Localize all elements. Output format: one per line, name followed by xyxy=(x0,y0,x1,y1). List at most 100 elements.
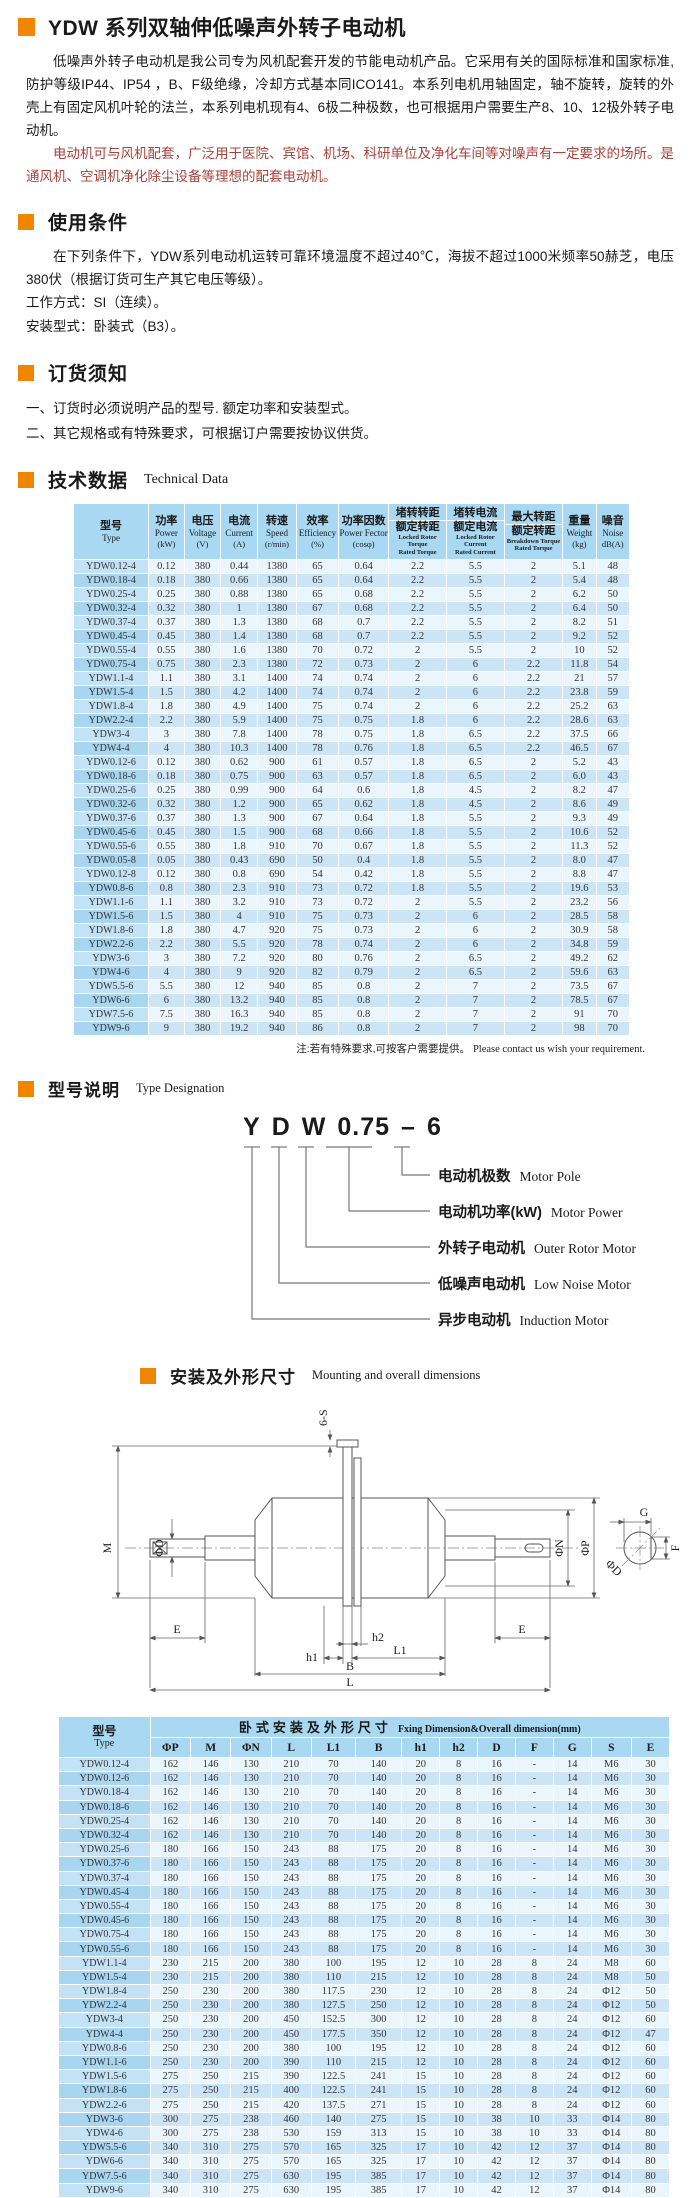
tech-cell: 9 xyxy=(220,965,258,980)
tech-cell: 2 xyxy=(388,965,447,980)
dim-cell: 8 xyxy=(439,1827,479,1844)
dim-table-row: YDW1.8-6 275 250 215 400 122.5 241 15 10 28 8 24 Φ12… xyxy=(58,2083,670,2099)
dim-cell: 80 xyxy=(631,2111,670,2127)
header-en2: Rated Current xyxy=(454,548,496,556)
tech-cell: 900 xyxy=(257,825,297,840)
dim-table-row: YDW0.55-4 180 166 150 243 88 175 20 8 16-14 M6 30 xyxy=(58,1898,670,1915)
tech-table-row: YDW4-4 4 380 10.3 1400 78 0.76 1.8 6.5 2.2 46.5 67 xyxy=(72,741,631,756)
dim-cell: 37 xyxy=(552,2168,592,2184)
tech-cell: 4.5 xyxy=(446,783,505,798)
dim-cell: 88 xyxy=(310,1941,356,1957)
tech-cell: 0.67 xyxy=(338,839,390,854)
dim-cell: 24 xyxy=(552,2097,592,2113)
tech-cell: 2.2 xyxy=(503,685,564,700)
tech-table-row: YDW1.5-6 1.5 380 4 910 75 0.73 2 6 2 28.5 58 xyxy=(72,909,631,924)
tech-cell: 5.5 xyxy=(446,825,505,840)
tech-cell: 910 xyxy=(257,881,297,896)
dim-table-row: YDW1.5-4 230 215 200 380 110 215 12 10 28 8 24 M8 50 xyxy=(58,1969,670,1986)
dim-cell: 570 xyxy=(270,2154,312,2170)
dim-cell: 238 xyxy=(230,2111,272,2127)
dim-cell: 210 xyxy=(270,1785,312,1801)
tech-cell: 0.37 xyxy=(148,811,185,826)
tech-cell: 82 xyxy=(295,965,340,980)
tech-cell: 74 xyxy=(295,671,340,686)
tech-table-row: YDW1.5-4 1.5 380 4.2 1400 74 0.74 2 6 2.2 23.8 59 xyxy=(72,685,631,700)
dim-cell: 60 xyxy=(631,2083,670,2099)
tech-cell: 13.2 xyxy=(220,993,258,1008)
dim-cell: 80 xyxy=(631,2140,670,2156)
orange-bullet-icon xyxy=(18,18,35,36)
tech-cell: 5.5 xyxy=(446,587,505,602)
dim-cell: 215 xyxy=(189,1955,232,1971)
dim-cell: 14 xyxy=(552,1856,592,1872)
dim-cell: 162 xyxy=(149,1799,191,1815)
tech-table-row: YDW3-4 3 380 7.8 1400 78 0.75 1.8 6.5 2.2 37.5 66 xyxy=(72,727,631,742)
tech-table-row: YDW0.12-4 0.12 380 0.44 1380 65 0.64 2.2 5.5 2 5.1… xyxy=(72,559,631,574)
dim-cell: 30 xyxy=(631,1870,670,1886)
orange-bullet-icon xyxy=(18,471,34,488)
dim-cell: 20 xyxy=(401,1870,441,1886)
dim-cell: 140 xyxy=(354,1827,403,1844)
tech-cell: 28.5 xyxy=(562,909,597,924)
ordering-line-1: 一、订货时必须说明产品的型号. 额定功率和安装型式。 xyxy=(26,401,358,416)
dim-cell: 24 xyxy=(552,2040,592,2056)
dim-table-row: YDW6-6 340 310 275 570 165 325 17 10 42 12 37 Φ14 80 xyxy=(58,2154,670,2170)
dim-cell: 10 xyxy=(514,2125,554,2142)
section-title: 订货须知 xyxy=(48,364,129,385)
tech-cell: 78 xyxy=(295,741,340,756)
tech-cell: 0.18 xyxy=(148,573,185,588)
model-part: Y xyxy=(243,1113,261,1141)
dim-cell: M6 xyxy=(590,1913,633,1929)
dim-cell: 24 xyxy=(552,1955,592,1971)
dim-cell: 16 xyxy=(477,1884,516,1900)
tech-cell: 380 xyxy=(183,755,222,770)
dim-cell: 250 xyxy=(149,2026,191,2042)
dim-cell: 10 xyxy=(439,2012,479,2028)
tech-type-cell: YDW0.45-6 xyxy=(72,825,150,840)
tech-cell: 2 xyxy=(503,937,564,952)
usage-mount-type: 安装型式：卧装式（B3）。 xyxy=(26,319,185,334)
dim-cell: 10 xyxy=(514,2111,554,2127)
dim-group-header: 卧式安装及外形尺寸 Fxing Dimension&Overall dimensi… xyxy=(149,1716,671,1738)
tech-cell: 0.25 xyxy=(148,587,185,602)
dim-cell: Φ12 xyxy=(590,1998,633,2014)
dim-table-row: YDW0.18-6 162 146 130 210 70 140 20 8 16-14 M6 30 xyxy=(58,1799,670,1815)
tech-cell: 5.5 xyxy=(446,573,505,588)
header-unit: dB(A) xyxy=(601,538,624,549)
dim-cell: 30 xyxy=(631,1827,670,1844)
dim-cell: 150 xyxy=(230,1941,272,1957)
header-cn: 效率 xyxy=(306,514,329,527)
tech-cell: 6.0 xyxy=(562,769,597,784)
dim-cell: 150 xyxy=(230,1856,272,1872)
tech-col-header: 最大转距 额定转距 Breakdown Torque Rated Torque xyxy=(503,503,564,560)
dim-cell: 230 xyxy=(189,2012,232,2028)
dim-cell: 8 xyxy=(514,2040,554,2056)
dim-cell: 230 xyxy=(189,2054,232,2071)
tech-cell: 2 xyxy=(503,769,564,784)
dim-cell: Φ14 xyxy=(590,2182,633,2198)
dim-cell: 243 xyxy=(270,1884,312,1900)
dim-cell: 8 xyxy=(514,1955,554,1971)
tech-cell: 43 xyxy=(595,755,631,770)
dim-cell: 12 xyxy=(514,2154,554,2170)
model-part: W xyxy=(301,1113,327,1141)
dim-cell: 8 xyxy=(439,1856,479,1872)
dim-cell: 20 xyxy=(401,1842,441,1858)
tech-cell: 0.75 xyxy=(338,727,390,742)
dim-type-cell: YDW0.45-4 xyxy=(58,1884,151,1900)
usage-paragraph: 在下列条件下，YDW系列电动机运转可靠环境温度不超过40℃，海拔不超过1000米… xyxy=(26,249,674,287)
dim-label-m: M xyxy=(100,1542,114,1553)
tech-cell: 30.9 xyxy=(562,923,597,938)
header-unit: (%) xyxy=(311,538,324,549)
tech-cell: 59 xyxy=(595,685,631,700)
tech-cell: 63 xyxy=(595,713,631,728)
tech-cell: 85 xyxy=(295,1007,340,1022)
dim-cell: 310 xyxy=(189,2154,232,2170)
dim-cell: 450 xyxy=(270,2012,312,2028)
dim-cell: - xyxy=(514,1827,554,1844)
dim-cell: 8 xyxy=(439,1785,479,1801)
tech-cell: 1400 xyxy=(257,685,297,700)
dim-type-cell: YDW0.45-6 xyxy=(58,1913,151,1929)
tech-cell: 54 xyxy=(295,867,340,882)
tech-cell: 2 xyxy=(388,909,447,924)
